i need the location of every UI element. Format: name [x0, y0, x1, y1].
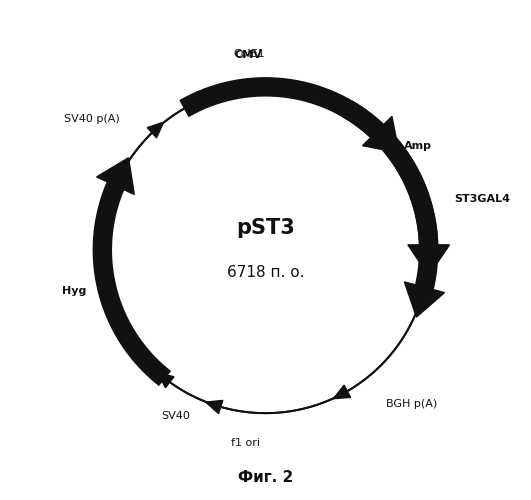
Polygon shape: [147, 122, 164, 138]
Text: SV40: SV40: [162, 411, 191, 421]
Text: SV40 p(A): SV40 p(A): [64, 114, 120, 124]
Text: ColE1: ColE1: [234, 49, 266, 59]
Text: BGH p(A): BGH p(A): [386, 400, 438, 409]
Text: f1 ori: f1 ori: [232, 438, 261, 448]
Text: 6718 п. о.: 6718 п. о.: [227, 265, 304, 280]
Text: ST3GAL4: ST3GAL4: [455, 194, 511, 204]
Text: Amp: Amp: [404, 141, 432, 151]
Polygon shape: [363, 116, 399, 153]
Text: CMV: CMV: [235, 50, 262, 60]
Polygon shape: [405, 282, 444, 317]
Polygon shape: [333, 385, 350, 398]
Text: pST3: pST3: [236, 218, 295, 238]
Text: Фиг. 2: Фиг. 2: [238, 470, 293, 485]
Polygon shape: [97, 158, 134, 194]
Polygon shape: [408, 245, 449, 276]
Polygon shape: [205, 400, 223, 413]
Polygon shape: [157, 372, 174, 388]
Text: Hyg: Hyg: [62, 286, 86, 296]
